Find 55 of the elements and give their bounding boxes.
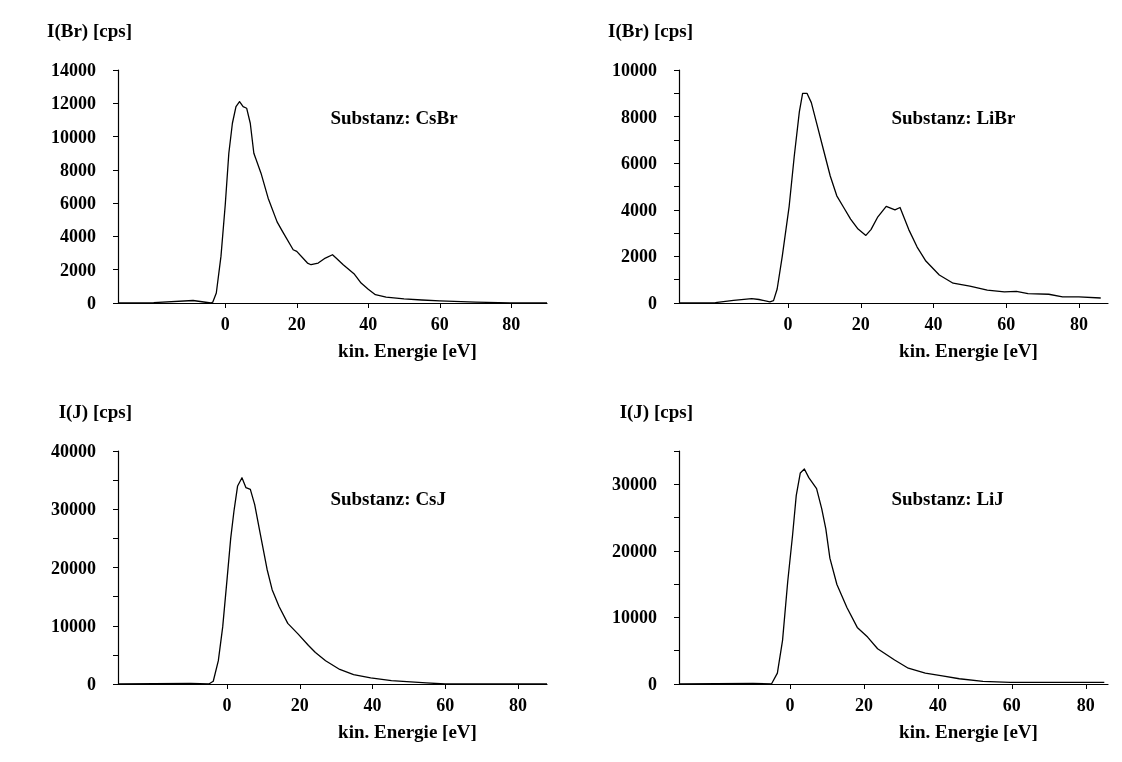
x-axis-title: kin. Energie [eV] [899, 340, 1038, 361]
x-axis-title: kin. Energie [eV] [338, 721, 477, 742]
y-tick-label: 20000 [51, 557, 96, 578]
x-tick-label: 40 [928, 695, 947, 715]
text: Substanz: LiJ [891, 487, 1004, 509]
x-tick-label: 60 [997, 314, 1016, 334]
y-axis-title: I(Br) [cps] [47, 20, 132, 42]
y-tick-label: 14000 [51, 60, 96, 80]
x-tick-label: 40 [363, 695, 382, 715]
x-tick-label: 80 [1069, 314, 1088, 334]
y-tick-label: 6000 [621, 153, 657, 174]
y-tick-label: 0 [87, 293, 96, 313]
x-tick-label: 0 [222, 695, 232, 715]
x-tick-label: 80 [508, 695, 527, 715]
x-tick-label: 80 [502, 314, 521, 334]
x-tick-label: 40 [924, 314, 943, 334]
x-tick-label: 60 [436, 695, 455, 715]
x-tick-label: 0 [785, 695, 795, 715]
x-tick-label: 20 [851, 314, 870, 334]
y-axis-title: I(Br) [cps] [608, 20, 693, 42]
x-tick-label: 40 [359, 314, 378, 334]
y-tick-label: 10000 [51, 126, 96, 147]
text: Substanz: CsJ [330, 487, 447, 509]
y-tick-label: 30000 [612, 474, 657, 495]
x-axis-title: kin. Energie [eV] [338, 340, 477, 361]
x-tick-label: 20 [290, 695, 309, 715]
y-tick-label: 20000 [612, 540, 657, 561]
y-tick-label: 2000 [60, 259, 96, 280]
x-tick-label: 60 [430, 314, 449, 334]
y-tick-label: 4000 [621, 199, 657, 220]
x-tick-label: 0 [783, 314, 793, 334]
y-tick-label: 0 [87, 674, 96, 694]
y-axis-title: I(J) [cps] [58, 401, 132, 423]
x-tick-label: 0 [220, 314, 230, 334]
x-tick-label: 20 [287, 314, 306, 334]
y-tick-label: 2000 [621, 246, 657, 267]
x-tick-label: 20 [854, 695, 873, 715]
y-tick-label: 10000 [612, 607, 657, 628]
y-tick-label: 30000 [51, 499, 96, 520]
text: Substanz: LiBr [891, 106, 1016, 128]
y-axis-title: I(J) [cps] [619, 401, 693, 423]
y-tick-label: 12000 [51, 93, 96, 114]
y-tick-label: 0 [648, 674, 657, 694]
text: Substanz: CsBr [330, 106, 459, 128]
y-tick-label: 8000 [60, 159, 96, 180]
x-tick-label: 60 [1002, 695, 1021, 715]
y-tick-label: 10000 [612, 60, 657, 80]
y-tick-label: 0 [648, 293, 657, 313]
y-tick-label: 40000 [51, 441, 96, 461]
y-tick-label: 4000 [60, 226, 96, 247]
y-tick-label: 6000 [60, 193, 96, 214]
y-tick-label: 8000 [621, 106, 657, 127]
x-tick-label: 80 [1076, 695, 1095, 715]
x-axis-title: kin. Energie [eV] [899, 721, 1038, 742]
y-tick-label: 10000 [51, 615, 96, 636]
